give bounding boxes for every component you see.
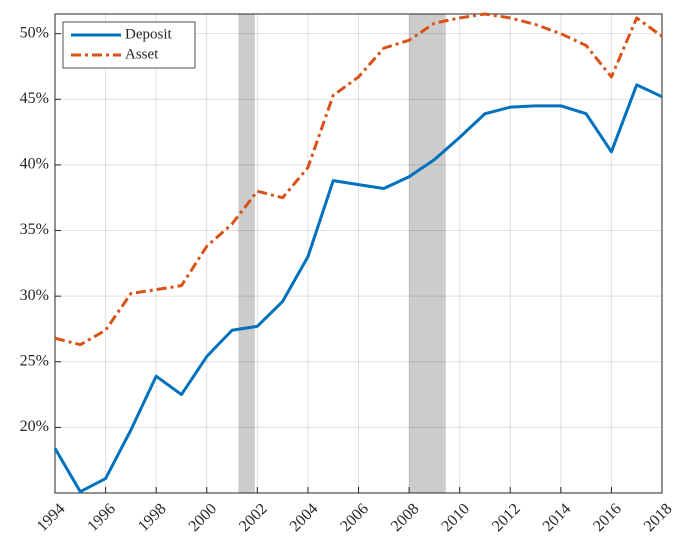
legend-box (62, 21, 196, 69)
x-tick-label: 2002 (236, 500, 271, 535)
x-tick-label: 1994 (34, 500, 69, 535)
y-tick-label: 20% (20, 418, 49, 435)
plot-area (55, 14, 662, 493)
y-tick-label: 30% (20, 287, 49, 304)
y-tick-label: 50% (20, 24, 49, 41)
x-tick-label: 2018 (641, 500, 673, 535)
x-tick-label: 2012 (489, 500, 524, 535)
x-tick-label: 2016 (590, 500, 625, 535)
plot-border (54, 13, 663, 494)
data-line (54, 12, 663, 347)
y-tick-label: 45% (20, 90, 49, 107)
x-tick-label: 1996 (84, 500, 119, 535)
x-tick-label: 2000 (186, 500, 221, 535)
x-tick-label: 2006 (337, 500, 372, 535)
legend-label: Asset (125, 46, 159, 62)
x-tick-label: 2014 (540, 500, 575, 535)
recession-band (409, 14, 446, 493)
legend-label: Deposit (125, 26, 172, 42)
x-tick-label: 2008 (388, 500, 423, 535)
x-tick-label: 2010 (438, 500, 473, 535)
recession-band (238, 14, 255, 493)
x-tick-label: 1998 (135, 500, 170, 535)
y-tick-label: 35% (20, 221, 49, 238)
y-tick-label: 25% (20, 352, 49, 369)
data-line (53, 83, 663, 494)
y-tick-label: 40% (20, 156, 49, 173)
x-tick-label: 2004 (287, 500, 322, 535)
